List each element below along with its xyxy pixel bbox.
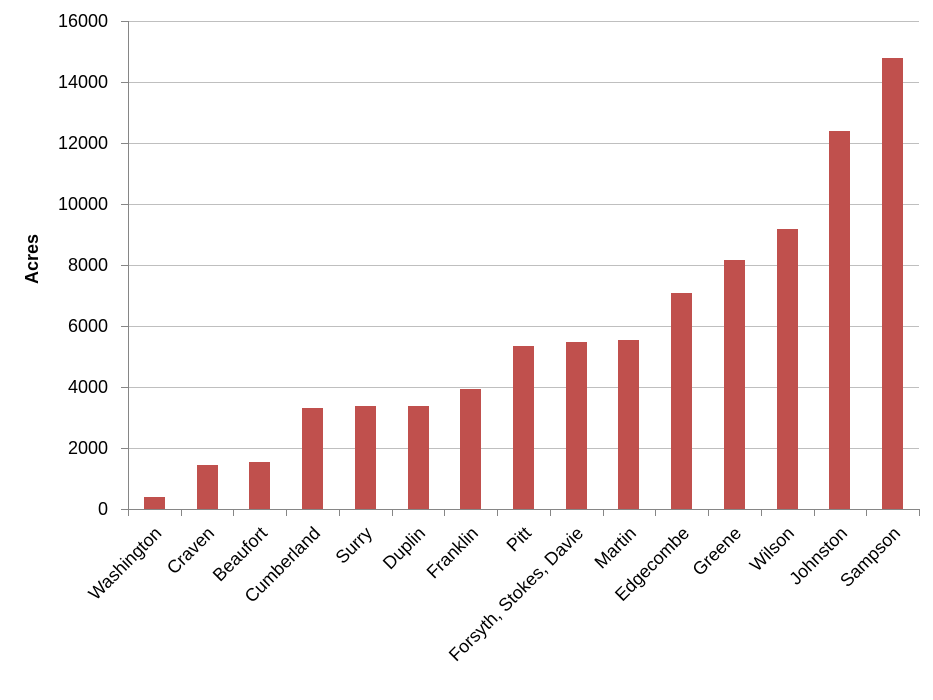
- x-tick-label: Washington: [84, 522, 166, 604]
- bar: [566, 342, 587, 509]
- y-tick-label: 2000: [67, 438, 108, 458]
- y-tick-mark: [121, 204, 128, 205]
- x-tick-mark: [392, 509, 393, 516]
- x-tick-mark: [919, 509, 920, 516]
- bar: [144, 497, 165, 509]
- y-tick-label: 10000: [57, 194, 108, 214]
- x-tick-mark: [550, 509, 551, 516]
- x-tick-label: Martin: [590, 522, 641, 573]
- bar: [882, 58, 903, 509]
- bar: [460, 389, 481, 509]
- x-tick-mark: [444, 509, 445, 516]
- bar: [408, 406, 429, 509]
- x-tick-mark: [603, 509, 604, 516]
- bar: [197, 465, 218, 509]
- x-tick-label: Surry: [331, 522, 377, 568]
- gridline: [128, 326, 919, 327]
- x-tick-mark: [128, 509, 129, 516]
- gridline: [128, 204, 919, 205]
- bar: [302, 408, 323, 509]
- bar: [355, 406, 376, 509]
- x-tick-mark: [814, 509, 815, 516]
- bar: [724, 260, 745, 509]
- y-tick-mark: [121, 143, 128, 144]
- x-tick-label: Pitt: [502, 522, 535, 556]
- y-tick-mark: [121, 448, 128, 449]
- y-tick-label: 16000: [57, 11, 108, 31]
- bar: [829, 131, 850, 509]
- y-tick-label: 14000: [57, 72, 108, 92]
- y-tick-label: 8000: [67, 255, 108, 275]
- y-tick-mark: [121, 326, 128, 327]
- bar: [618, 340, 639, 509]
- y-tick-mark: [121, 82, 128, 83]
- y-tick-mark: [121, 21, 128, 22]
- y-axis-line: [128, 21, 129, 510]
- gridline: [128, 21, 919, 22]
- gridline: [128, 143, 919, 144]
- x-tick-mark: [339, 509, 340, 516]
- x-tick-label: Franklin: [422, 522, 482, 583]
- y-tick-mark: [121, 509, 128, 510]
- x-tick-mark: [708, 509, 709, 516]
- y-tick-label: 0: [97, 499, 108, 519]
- y-tick-label: 4000: [67, 377, 108, 397]
- x-tick-mark: [497, 509, 498, 516]
- y-tick-mark: [121, 387, 128, 388]
- y-tick-mark: [121, 265, 128, 266]
- y-axis-label: Acres: [22, 233, 42, 284]
- y-tick-label: 6000: [67, 316, 108, 336]
- x-tick-mark: [761, 509, 762, 516]
- gridline: [128, 82, 919, 83]
- bar: [249, 462, 270, 509]
- x-tick-mark: [866, 509, 867, 516]
- bar: [513, 346, 534, 509]
- x-tick-mark: [286, 509, 287, 516]
- x-axis-line: [128, 509, 919, 510]
- bar: [777, 229, 798, 509]
- x-tick-label: Wilson: [745, 522, 799, 576]
- x-tick-label: Greene: [688, 522, 746, 580]
- x-tick-mark: [181, 509, 182, 516]
- y-tick-label: 12000: [57, 133, 108, 153]
- x-tick-mark: [233, 509, 234, 516]
- x-tick-mark: [655, 509, 656, 516]
- bar: [671, 293, 692, 509]
- x-tick-label: Duplin: [378, 522, 430, 574]
- gridline: [128, 265, 919, 266]
